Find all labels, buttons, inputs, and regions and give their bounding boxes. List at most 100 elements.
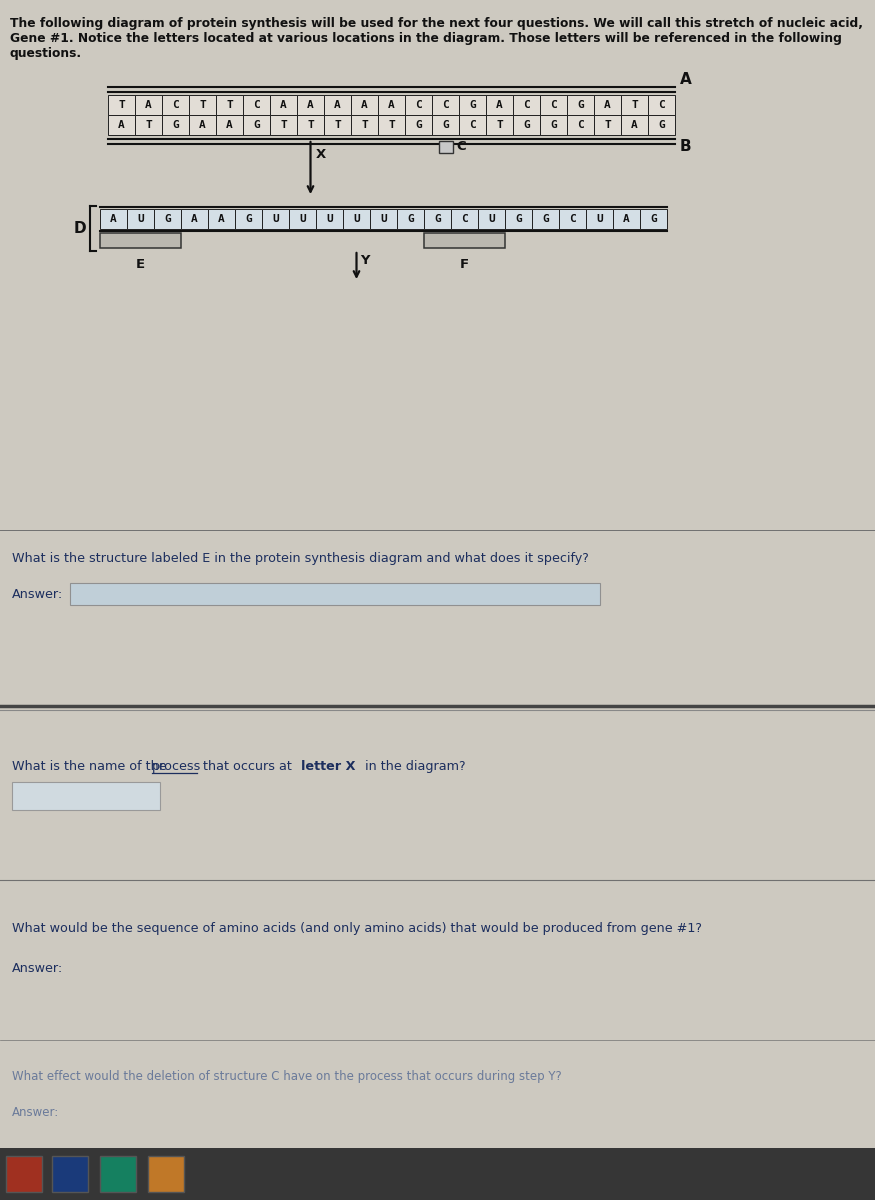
- Text: U: U: [488, 214, 495, 224]
- Text: A: A: [361, 100, 368, 110]
- Text: U: U: [596, 214, 603, 224]
- Bar: [108, 95, 135, 115]
- Bar: [648, 95, 675, 115]
- Bar: [486, 115, 513, 134]
- Text: G: G: [407, 214, 414, 224]
- Bar: [297, 95, 324, 115]
- Bar: [424, 209, 451, 229]
- Text: Gene #1. Notice the letters located at various locations in the diagram. Those l: Gene #1. Notice the letters located at v…: [10, 32, 842, 44]
- Bar: [397, 209, 424, 229]
- Text: What is the structure labeled E in the protein synthesis diagram and what does i: What is the structure labeled E in the p…: [12, 552, 589, 565]
- Text: A: A: [604, 100, 611, 110]
- Bar: [432, 95, 459, 115]
- Text: G: G: [442, 120, 449, 130]
- Bar: [540, 95, 567, 115]
- Bar: [370, 209, 397, 229]
- Bar: [216, 95, 243, 115]
- Text: G: G: [542, 214, 549, 224]
- Bar: [351, 115, 378, 134]
- Bar: [100, 209, 127, 229]
- Text: U: U: [380, 214, 387, 224]
- Text: D: D: [74, 221, 86, 236]
- Text: G: G: [658, 120, 665, 130]
- Text: C: C: [550, 100, 556, 110]
- Bar: [12, 782, 160, 810]
- Bar: [324, 115, 351, 134]
- Text: Answer:: Answer:: [12, 588, 63, 600]
- Text: T: T: [496, 120, 503, 130]
- Text: G: G: [415, 120, 422, 130]
- Text: What would be the sequence of amino acids (and only amino acids) that would be p: What would be the sequence of amino acid…: [12, 922, 702, 935]
- Bar: [378, 115, 405, 134]
- Text: X: X: [316, 148, 326, 161]
- Text: T: T: [280, 120, 287, 130]
- Bar: [424, 233, 505, 248]
- Bar: [648, 115, 675, 134]
- Bar: [594, 115, 621, 134]
- Bar: [378, 95, 405, 115]
- Text: process: process: [152, 760, 201, 773]
- Bar: [108, 115, 135, 134]
- Text: T: T: [118, 100, 125, 110]
- Bar: [208, 209, 235, 229]
- Bar: [243, 95, 270, 115]
- Bar: [513, 95, 540, 115]
- Text: A: A: [218, 214, 225, 224]
- Bar: [0, 1148, 875, 1200]
- Bar: [100, 1156, 136, 1192]
- Bar: [586, 209, 613, 229]
- Bar: [451, 209, 478, 229]
- Bar: [459, 115, 486, 134]
- Text: A: A: [307, 100, 314, 110]
- Text: A: A: [110, 214, 117, 224]
- Text: U: U: [272, 214, 279, 224]
- Text: B: B: [680, 139, 691, 154]
- Bar: [6, 1156, 42, 1192]
- Text: G: G: [523, 120, 530, 130]
- Text: T: T: [604, 120, 611, 130]
- Bar: [297, 115, 324, 134]
- Bar: [52, 1156, 88, 1192]
- Text: U: U: [326, 214, 332, 224]
- Text: C: C: [415, 100, 422, 110]
- Bar: [621, 95, 648, 115]
- Text: A: A: [680, 72, 692, 86]
- Text: G: G: [650, 214, 657, 224]
- Text: E: E: [136, 258, 145, 271]
- Text: A: A: [623, 214, 630, 224]
- Bar: [127, 209, 154, 229]
- Bar: [594, 95, 621, 115]
- Bar: [505, 209, 532, 229]
- Bar: [438, 140, 452, 152]
- Text: T: T: [307, 120, 314, 130]
- Bar: [162, 115, 189, 134]
- Bar: [432, 115, 459, 134]
- Bar: [243, 115, 270, 134]
- Text: A: A: [226, 120, 233, 130]
- Bar: [567, 115, 594, 134]
- Bar: [148, 1156, 184, 1192]
- Bar: [135, 95, 162, 115]
- Text: C: C: [442, 100, 449, 110]
- Bar: [100, 233, 181, 248]
- Text: T: T: [361, 120, 368, 130]
- Text: C: C: [523, 100, 530, 110]
- Bar: [559, 209, 586, 229]
- Text: C: C: [253, 100, 260, 110]
- Text: A: A: [334, 100, 341, 110]
- Text: C: C: [658, 100, 665, 110]
- Bar: [343, 209, 370, 229]
- Bar: [181, 209, 208, 229]
- Text: T: T: [388, 120, 395, 130]
- Bar: [189, 115, 216, 134]
- Text: A: A: [191, 214, 198, 224]
- Text: Answer:: Answer:: [12, 962, 63, 974]
- Text: A: A: [145, 100, 152, 110]
- Text: in the diagram?: in the diagram?: [361, 760, 466, 773]
- Text: T: T: [145, 120, 152, 130]
- Text: F: F: [460, 258, 469, 271]
- Bar: [316, 209, 343, 229]
- Text: T: T: [200, 100, 206, 110]
- Text: T: T: [334, 120, 341, 130]
- Text: C: C: [469, 120, 476, 130]
